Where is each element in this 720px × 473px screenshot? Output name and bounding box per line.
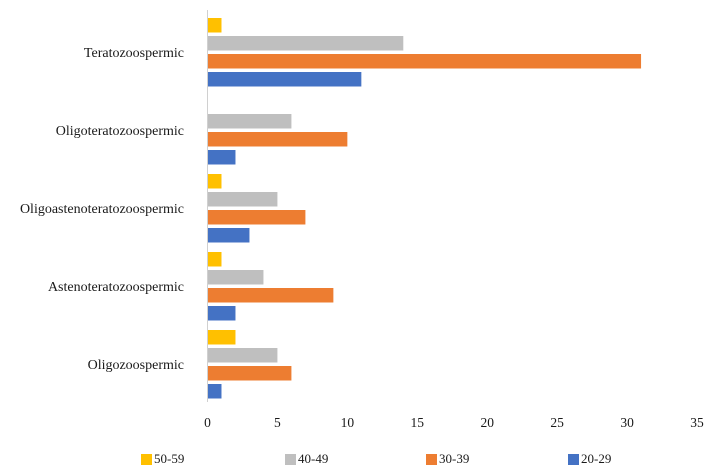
category-label: Oligoastenoteratozoospermic	[20, 202, 184, 217]
legend-label: 20-29	[581, 451, 611, 466]
bar-30-39	[207, 132, 348, 147]
category-label: Oligoteratozoospermic	[56, 124, 184, 139]
legend-swatch-30-39	[426, 454, 437, 465]
legend-swatch-20-29	[568, 454, 579, 465]
bar-40-49	[207, 114, 292, 129]
legend-swatch-40-49	[285, 454, 296, 465]
bar-40-49	[207, 270, 264, 285]
x-tick-labels: 0 5 10 15 20 25 30 35	[204, 415, 704, 430]
category-labels: Teratozoospermic Oligoteratozoospermic Oli…	[20, 46, 184, 373]
x-tick-label: 5	[274, 415, 281, 430]
x-tick-label: 0	[204, 415, 211, 430]
bar-40-49	[207, 192, 278, 207]
bars-layer	[207, 18, 642, 399]
bar-20-29	[207, 228, 250, 243]
legend: 50-59 40-49 30-39 20-29	[141, 451, 611, 466]
bar-20-29	[207, 384, 222, 399]
bar-30-39	[207, 210, 306, 225]
category-label: Astenoteratozoospermic	[48, 280, 184, 295]
bar-30-39	[207, 366, 292, 381]
x-tick-label: 10	[341, 415, 355, 430]
legend-label: 40-49	[298, 451, 328, 466]
bar-40-49	[207, 36, 404, 51]
category-label: Teratozoospermic	[84, 46, 184, 61]
legend-label: 50-59	[154, 451, 184, 466]
bar-50-59	[207, 330, 236, 345]
x-tick-label: 30	[620, 415, 634, 430]
legend-swatch-50-59	[141, 454, 152, 465]
bar-30-39	[207, 288, 334, 303]
x-tick-label: 25	[550, 415, 564, 430]
x-tick-label: 15	[411, 415, 425, 430]
x-tick-label: 35	[690, 415, 704, 430]
bar-50-59	[207, 174, 222, 189]
bar-30-39	[207, 54, 642, 69]
bar-50-59	[207, 252, 222, 267]
bar-50-59	[207, 18, 222, 33]
bar-20-29	[207, 72, 362, 87]
x-tick-label: 20	[480, 415, 494, 430]
bar-20-29	[207, 306, 236, 321]
bar-40-49	[207, 348, 278, 363]
legend-label: 30-39	[439, 451, 469, 466]
category-label: Oligozoospermic	[88, 358, 184, 373]
bar-20-29	[207, 150, 236, 165]
